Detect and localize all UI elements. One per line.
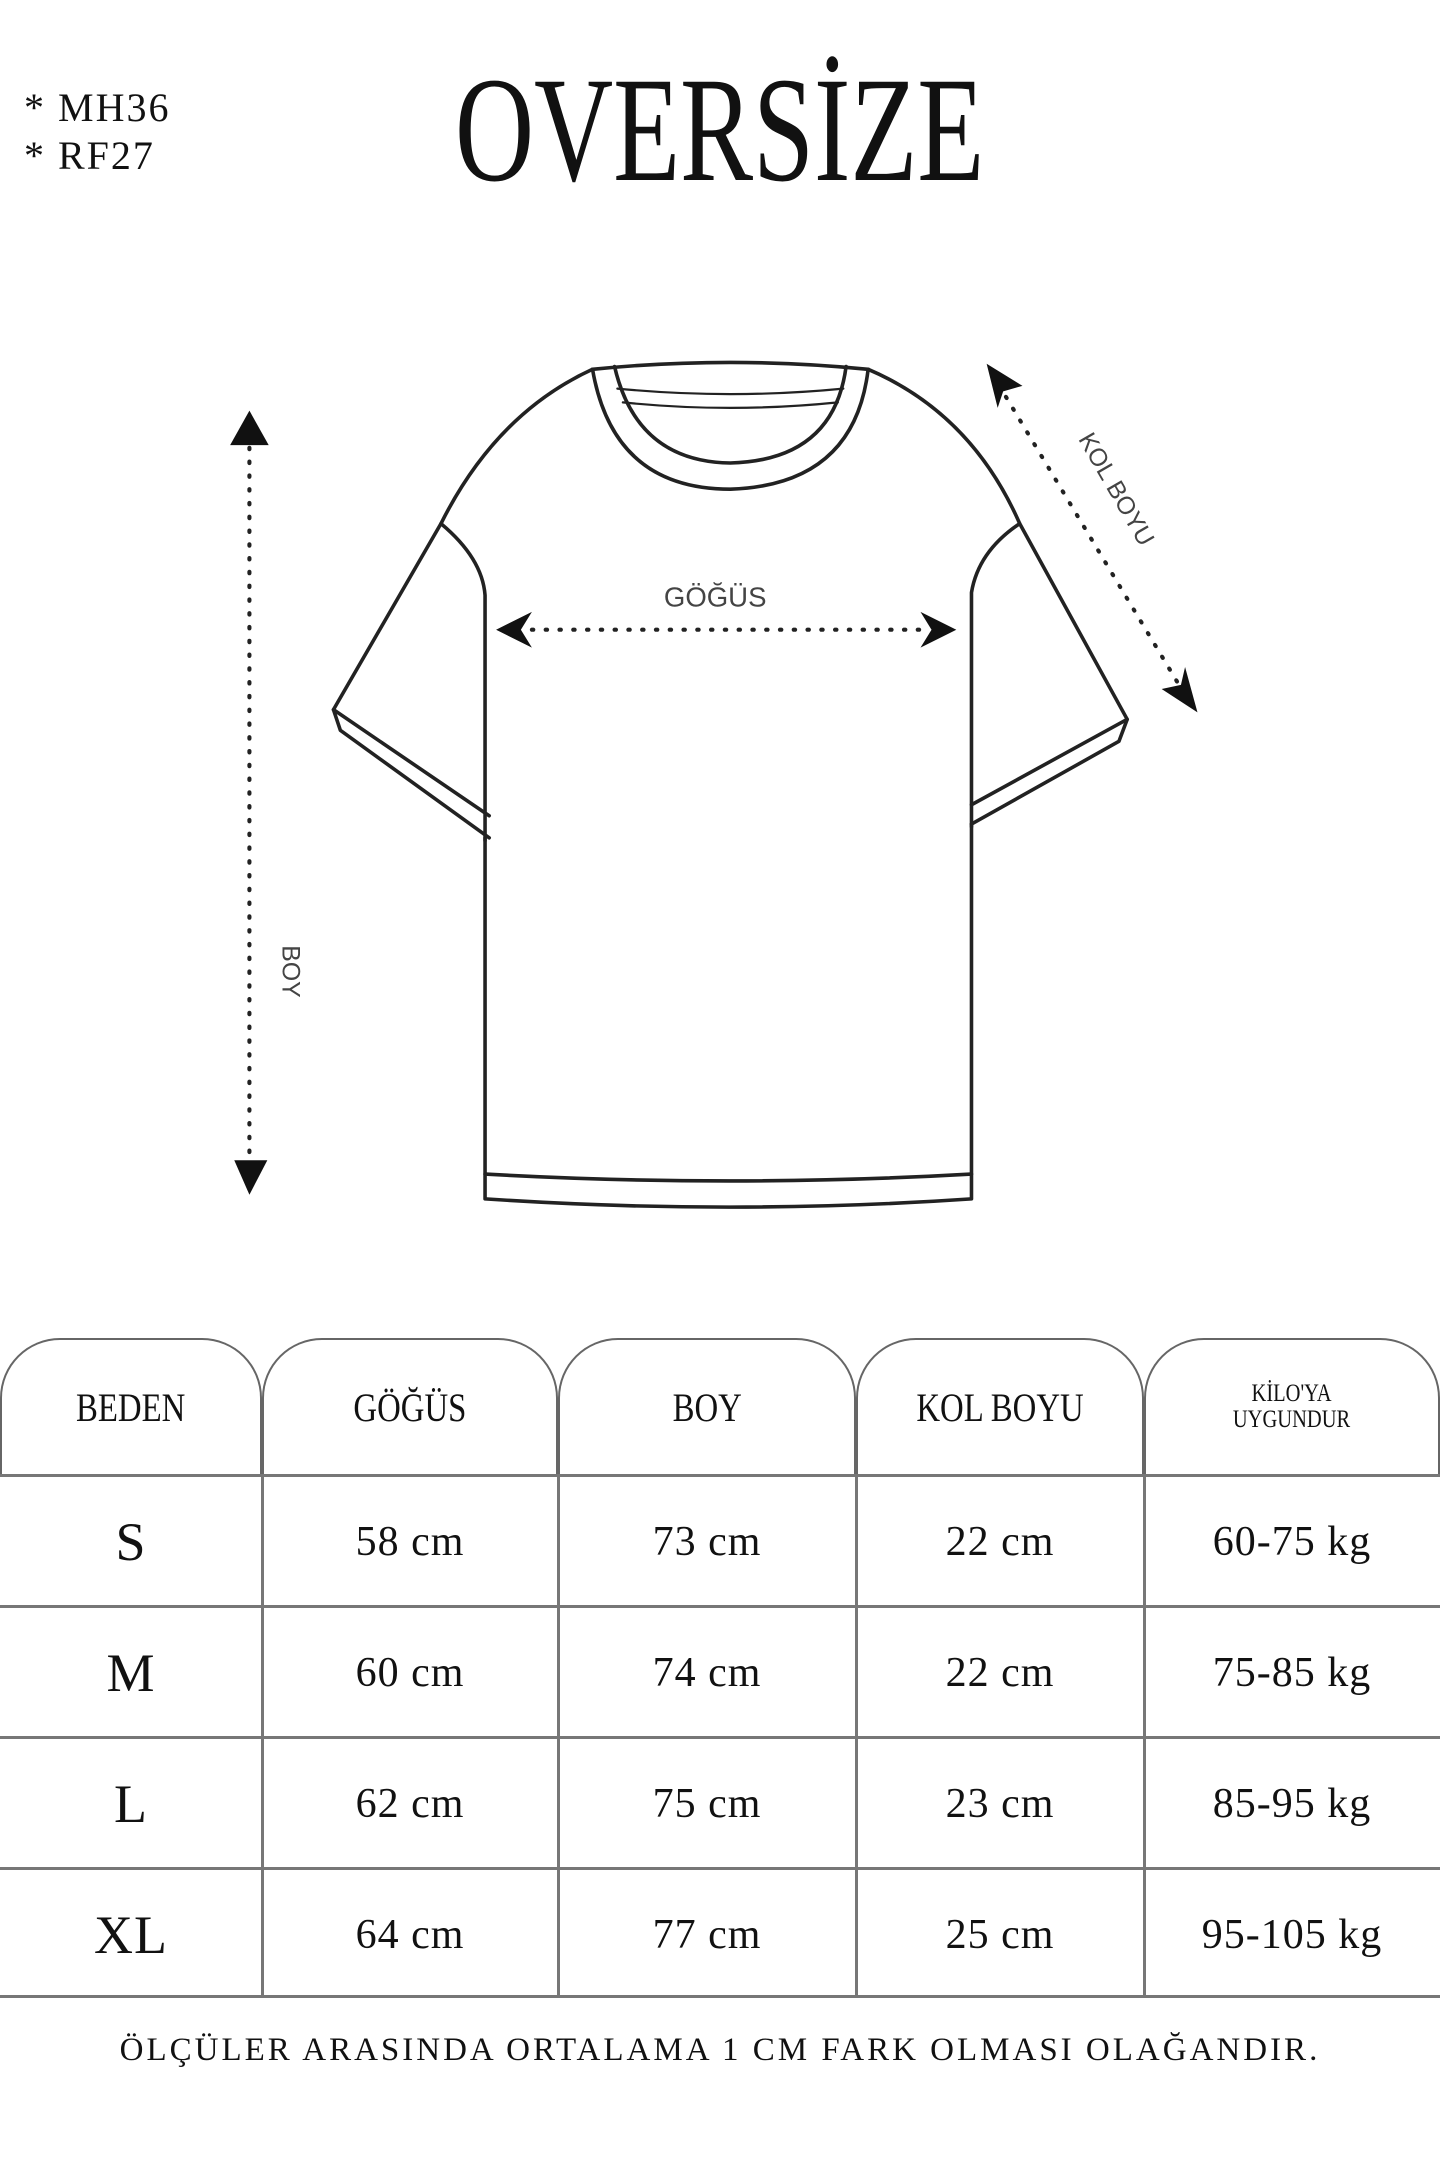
collar-outer (590, 367, 870, 491)
size-table: BEDEN GÖĞÜS BOY KOL BOYU KİLO'YA UYGUNDUR… (0, 1338, 1440, 1998)
footer-note: ÖLÇÜLER ARASINDA ORTALAMA 1 CM FARK OLMA… (119, 2032, 1321, 2068)
cell-chest: 62 cm (355, 1780, 465, 1827)
cell-chest: 60 cm (355, 1649, 465, 1696)
cell-size: S (115, 1511, 147, 1572)
length-label: BOY (276, 945, 303, 997)
cell-chest: 58 cm (355, 1518, 465, 1565)
header-weight: KİLO'YA UYGUNDUR (1144, 1338, 1440, 1474)
cell-sleeve: 22 cm (945, 1649, 1055, 1696)
cell-sleeve: 23 cm (945, 1780, 1055, 1827)
cell-length: 77 cm (652, 1911, 762, 1958)
cell-weight: 95-105 kg (1201, 1911, 1383, 1958)
cell-weight: 75-85 kg (1212, 1649, 1372, 1696)
cell-length: 74 cm (652, 1649, 762, 1696)
length-arrow (230, 410, 269, 1195)
cell-size: M (106, 1642, 156, 1703)
cell-sleeve: 25 cm (945, 1911, 1055, 1958)
header-size: BEDEN (0, 1338, 262, 1474)
header-sleeve: KOL BOYU (856, 1338, 1144, 1474)
cell-weight: 85-95 kg (1212, 1780, 1372, 1827)
sleeve-label: KOL BOYU (1073, 428, 1159, 551)
header-chest: GÖĞÜS (262, 1338, 558, 1474)
cell-chest: 64 cm (355, 1911, 465, 1958)
product-code: * MH36 (24, 85, 171, 130)
header-length: BOY (558, 1338, 856, 1474)
cell-length: 73 cm (652, 1518, 762, 1565)
cell-weight: 60-75 kg (1212, 1518, 1372, 1565)
chest-label: GÖĞÜS (664, 581, 767, 612)
product-codes: * MH36 * RF27 (24, 84, 170, 180)
cell-size: L (114, 1773, 148, 1834)
cell-sleeve: 22 cm (945, 1518, 1055, 1565)
chest-arrow (496, 611, 957, 648)
cell-size: XL (94, 1904, 168, 1965)
product-code: * RF27 (24, 133, 155, 178)
sleeve-arrow (986, 363, 1198, 713)
cell-length: 75 cm (652, 1780, 762, 1827)
collar-inner (612, 364, 848, 465)
